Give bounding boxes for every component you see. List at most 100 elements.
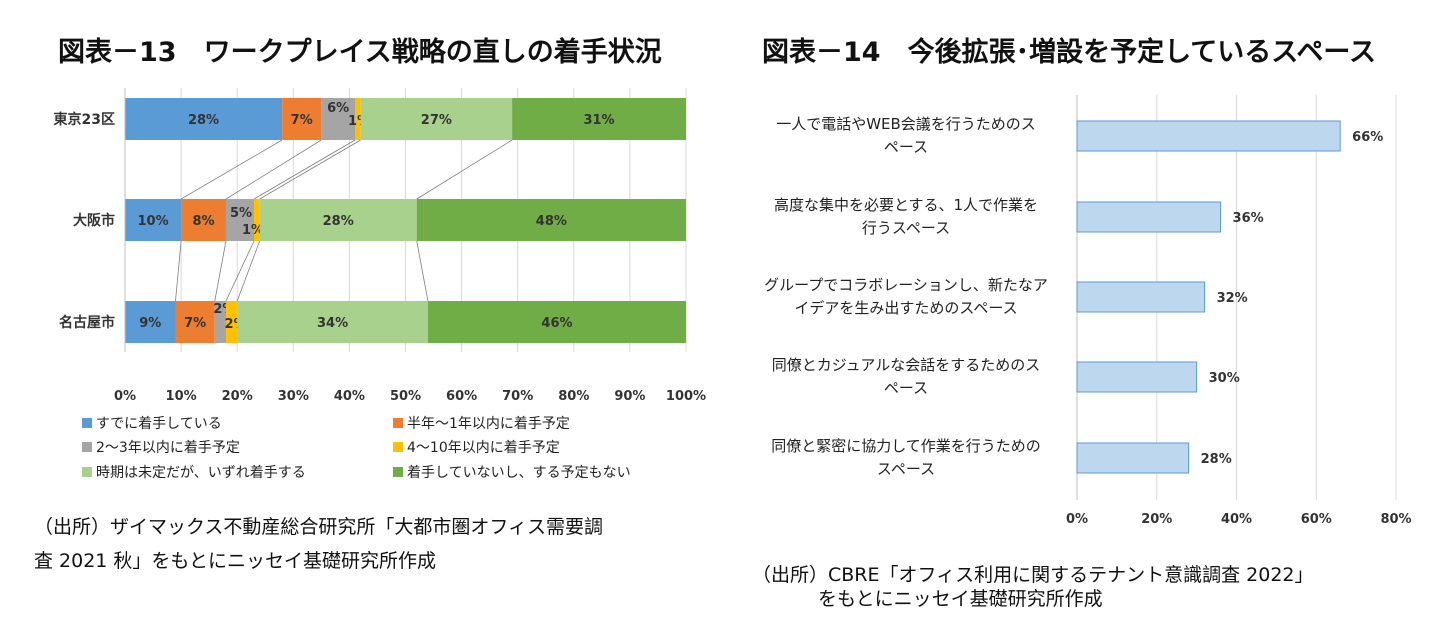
series-connector-line <box>416 139 513 200</box>
data-label: 7% <box>184 316 206 331</box>
bar-segment <box>427 301 686 343</box>
legend-label: 半年～1年以内に着手予定 <box>407 416 570 432</box>
category-label-line2: 行うスペース <box>862 219 950 237</box>
legend-swatch <box>82 418 92 428</box>
x-tick-label: 40% <box>1221 512 1252 527</box>
data-label: 5% <box>230 206 252 221</box>
bar-segment <box>214 301 226 343</box>
bar-segment <box>225 301 238 343</box>
data-label: 31% <box>583 113 614 128</box>
chart14-source-line2: をもとにニッセイ基礎研究所作成 <box>818 588 1103 610</box>
legend-label: 時期は未定だが、いずれ着手する <box>96 465 306 481</box>
bar <box>1076 120 1341 152</box>
stacked-bar-chart: 0% 10% 20% 30% 40% 50% 60% 70% 80% 90% 100% 東京23区 28… <box>54 88 706 481</box>
data-label: 28% <box>1201 452 1232 467</box>
category-label-line2: ペース <box>884 379 928 397</box>
category-label: 大阪市 <box>73 212 115 229</box>
bar-segment <box>360 98 513 140</box>
series-connector-line <box>253 139 356 200</box>
series-connector-line <box>416 240 429 302</box>
x-tick-label: 60% <box>1301 512 1332 527</box>
legend-label: 2～3年以内に着手予定 <box>96 440 240 456</box>
x-tick-label: 50% <box>390 389 421 404</box>
data-label: 48% <box>536 214 567 229</box>
chart13-title: 図表－13 ワークプレイス戦略の直しの着手状況 <box>58 37 662 68</box>
category-label: 名古屋市 <box>59 314 115 331</box>
data-label: 9% <box>139 316 161 331</box>
data-label: 32% <box>1217 291 1248 306</box>
bar <box>1076 201 1222 233</box>
series-connector-line <box>175 240 182 302</box>
x-tick-label: 60% <box>446 389 477 404</box>
chart14-title: 図表－14 今後拡張･増設を予定しているスペース <box>762 37 1377 68</box>
legend-swatch <box>82 467 92 477</box>
bar-segment <box>125 301 176 343</box>
x-tick-label: 20% <box>222 389 253 404</box>
data-label: 28% <box>323 214 354 229</box>
x-tick-label: 80% <box>1380 512 1411 527</box>
legend-label: 4～10年以内に着手予定 <box>407 440 560 456</box>
series-connector-line <box>236 240 261 302</box>
x-tick-label: 100% <box>666 389 706 404</box>
legend-swatch <box>393 467 403 477</box>
legend-swatch <box>82 442 92 452</box>
series-connector-line <box>180 139 283 200</box>
data-label: 7% <box>291 113 313 128</box>
series-connector-line <box>225 139 322 200</box>
data-label: 10% <box>137 214 168 229</box>
series-connector-line <box>214 240 227 302</box>
x-tick-label: 20% <box>1141 512 1172 527</box>
chart14-source-line1: （出所）CBRE「オフィス利用に関するテナント意識調査 2022」 <box>752 564 1314 586</box>
bar <box>1076 281 1206 313</box>
legend-swatch <box>393 442 403 452</box>
x-tick-label: 10% <box>166 389 197 404</box>
legend-swatch <box>393 418 403 428</box>
data-label: 30% <box>1209 371 1240 386</box>
data-label: 36% <box>1233 211 1264 226</box>
series-connector-line <box>225 240 255 302</box>
category-label-line2: ペース <box>884 138 928 156</box>
series-connector-line <box>259 139 361 200</box>
category-label-line2: イデアを生み出すためのスペース <box>794 299 1017 317</box>
chart13-source-line1: （出所）ザイマックス不動産総合研究所「大都市圏オフィス需要調 <box>34 516 604 538</box>
category-label-line1: 同僚とカジュアルな会話をするためのス <box>772 356 1041 374</box>
x-tick-label: 80% <box>558 389 589 404</box>
x-tick-label: 90% <box>614 389 645 404</box>
x-tick-label: 0% <box>114 389 136 404</box>
data-label: 66% <box>1352 130 1383 145</box>
bar-segment <box>125 98 283 140</box>
bar-segment <box>237 301 428 343</box>
data-label: 6% <box>327 101 349 116</box>
category-label-line1: 高度な集中を必要とする、1人で作業を <box>774 196 1038 214</box>
legend-label: すでに着手している <box>96 416 222 432</box>
bar-segment <box>175 301 215 343</box>
bar-segment <box>416 199 686 241</box>
bar-segment <box>254 199 260 241</box>
bar-segment <box>181 199 226 241</box>
x-tick-label: 40% <box>334 389 365 404</box>
bar-segment <box>282 98 322 140</box>
category-label-line1: 一人で電話やWEB会議を行うためのス <box>776 115 1036 133</box>
chart13-source-line2: 査 2021 秋」をもとにニッセイ基礎研究所作成 <box>34 550 437 572</box>
data-label: 46% <box>541 316 572 331</box>
category-label-line2: スペース <box>877 460 935 478</box>
data-label: 34% <box>317 316 348 331</box>
legend-label: 着手していないし、する予定もない <box>407 465 631 481</box>
x-tick-label: 0% <box>1066 512 1088 527</box>
bar-segment <box>321 98 356 140</box>
data-label: 27% <box>421 113 452 128</box>
category-label-line1: 同僚と緊密に協力して作業を行うための <box>771 437 1041 455</box>
bar-segment <box>259 199 417 241</box>
x-tick-label: 30% <box>278 389 309 404</box>
bar <box>1076 442 1190 474</box>
category-label: 東京23区 <box>54 111 115 128</box>
bar-segment <box>225 199 255 241</box>
bar <box>1076 361 1198 393</box>
data-label: 28% <box>188 113 219 128</box>
x-tick-label: 70% <box>502 389 533 404</box>
bar-segment <box>512 98 686 140</box>
data-label: 8% <box>193 214 215 229</box>
bar-segment <box>125 199 182 241</box>
category-label-line1: グループでコラボレーションし、新たなア <box>764 276 1048 294</box>
